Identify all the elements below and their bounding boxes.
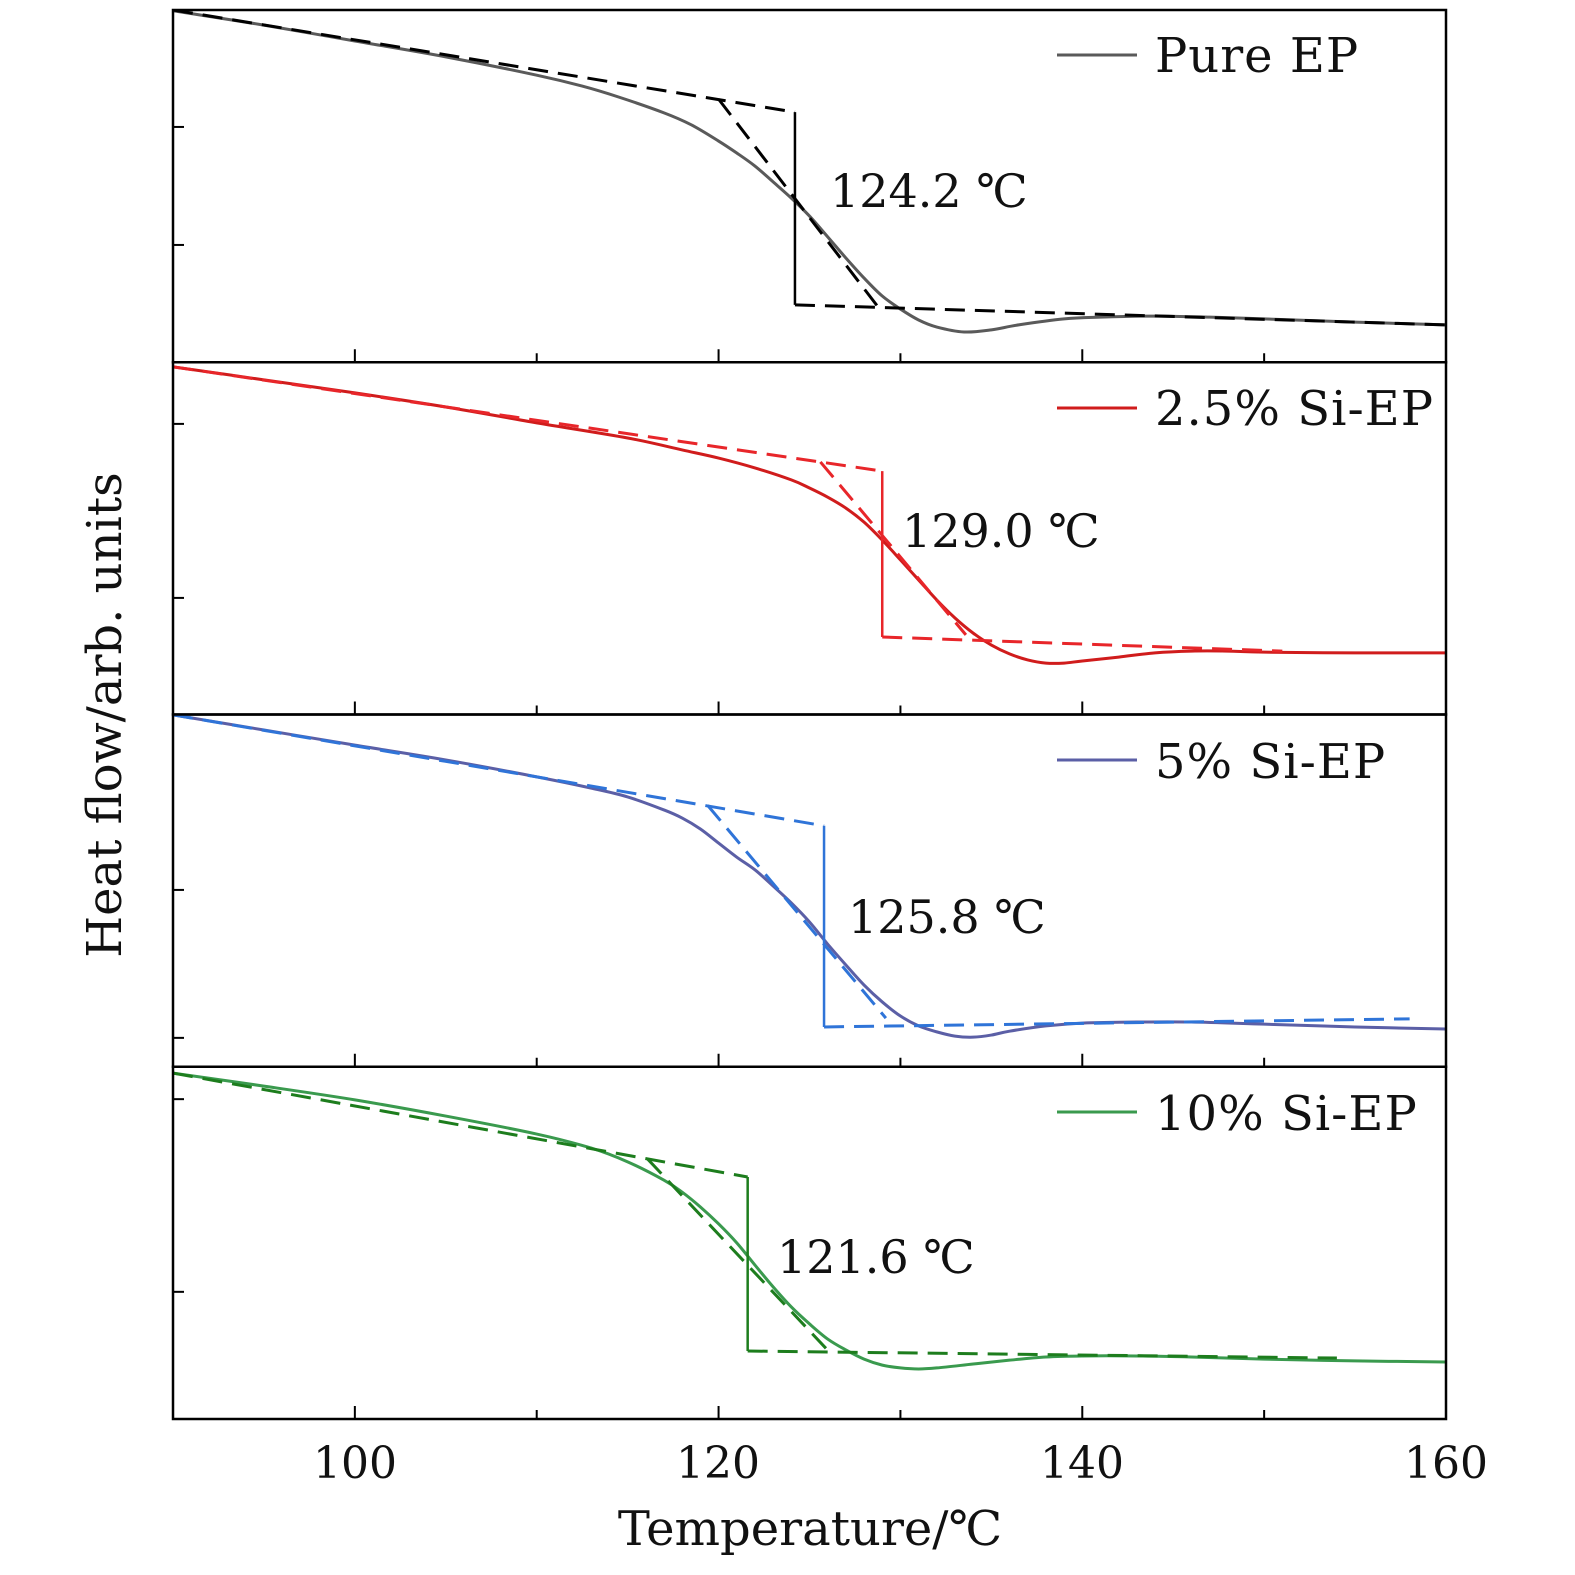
legend-labels: Pure EP 2.5% Si-EP 5% Si-EP 10% Si-EP [1155, 28, 1434, 1142]
panel-1-end-baseline [794, 303, 1446, 327]
y-axis-label: Heat flow/arb. units [77, 472, 133, 958]
panel-2-plot-area [173, 365, 1446, 665]
panel-4-onset-baseline [173, 1071, 748, 1179]
tg-annotations: 124.2 ℃ 129.0 ℃ 125.8 ℃ 121.6 ℃ [777, 164, 1100, 1284]
x-tick-label-100: 100 [313, 1438, 397, 1489]
panel-4-inflection-tangent [646, 1158, 831, 1354]
panel-2-dsc-curve [173, 365, 1446, 665]
panel-3-end-baseline [824, 1017, 1410, 1029]
x-tick-label-140: 140 [1040, 1438, 1124, 1489]
panel-4-end-baseline [747, 1349, 1337, 1360]
tg-label-5-si-ep: 125.8 ℃ [848, 890, 1046, 944]
x-axis-label: Temperature/℃ [618, 1501, 1002, 1557]
legend-label-10-si-ep: 10% Si-EP [1155, 1086, 1418, 1142]
panel-2-inflection-tangent [819, 460, 968, 636]
tg-label-2-5-si-ep: 129.0 ℃ [902, 504, 1100, 558]
panel-3-inflection-tangent [706, 804, 888, 1020]
panel-2-end-baseline [882, 635, 1283, 653]
panel-1-plot-area [173, 10, 1446, 334]
legend-label-5-si-ep: 5% Si-EP [1155, 734, 1386, 790]
x-tick-labels: 100 120 140 160 [313, 1438, 1488, 1489]
legend-label-2-5-si-ep: 2.5% Si-EP [1155, 381, 1434, 437]
x-tick-label-160: 160 [1404, 1438, 1488, 1489]
panel-2-onset-baseline [173, 365, 883, 473]
legend-label-pure-ep: Pure EP [1155, 28, 1359, 84]
x-tick-label-120: 120 [676, 1438, 760, 1489]
panel-4-frame [171, 1065, 1448, 1421]
panel-1-inflection-tangent [717, 98, 880, 309]
panel-4-plot-area [173, 1071, 1446, 1371]
tg-label-10-si-ep: 121.6 ℃ [777, 1230, 975, 1284]
panel-1-onset-baseline [173, 10, 796, 114]
plot-layer [171, 8, 1448, 1421]
tg-label-pure-ep: 124.2 ℃ [830, 164, 1028, 218]
panel-3-onset-baseline [173, 714, 825, 828]
panel-3-plot-area [173, 714, 1446, 1039]
panel-1-dsc-curve [173, 10, 1446, 334]
